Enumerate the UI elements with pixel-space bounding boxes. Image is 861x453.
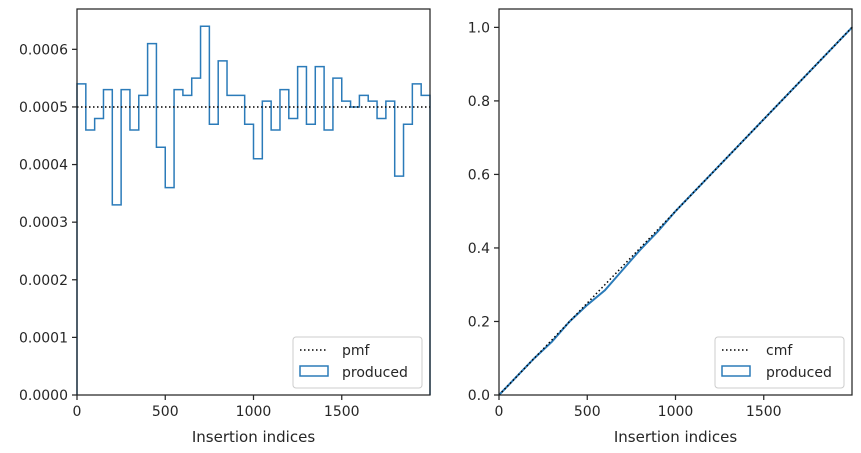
left-hist-bin <box>192 78 201 395</box>
right-cmf-point <box>586 304 589 306</box>
left-series-produced <box>76 25 431 395</box>
left-y-tick-label: 0.0004 <box>19 158 68 174</box>
left-hist-bin <box>86 130 95 395</box>
right-y-tick-label: 0.2 <box>468 314 490 330</box>
left-x-tick-label: 0 <box>73 404 82 420</box>
left-hist-bin <box>174 90 183 395</box>
left-x-tick-label: 1000 <box>236 404 272 420</box>
right-x-tick-label: 1500 <box>746 404 782 420</box>
right-y-tick-label: 0.8 <box>468 94 490 110</box>
right-cmf-point <box>533 357 536 360</box>
left-hist-bin <box>183 95 192 395</box>
right-legend-produced-swatch <box>721 365 751 377</box>
left-legend-pmf-label: pmf <box>342 343 371 359</box>
left-hist-bin <box>227 95 236 395</box>
right-cmf-point <box>815 63 818 65</box>
right-cmf-line <box>498 26 853 396</box>
left-legend-produced-label: produced <box>342 365 408 381</box>
left-hist-bin <box>130 130 139 395</box>
right-legend-produced-label: produced <box>766 365 832 381</box>
left-plot-area <box>76 25 431 395</box>
right-x-axis-label: Insertion indices <box>614 428 737 446</box>
left-y-tick-label: 0.0006 <box>19 42 68 58</box>
left-legend-produced-swatch <box>299 365 329 377</box>
left-y-tick-label: 0.0005 <box>19 100 68 116</box>
right-x-tick-label: 1000 <box>658 404 694 420</box>
left-y-tick-label: 0.0001 <box>19 330 68 346</box>
right-axes-frame <box>498 8 853 396</box>
right-y-tick-label: 0.0 <box>468 388 490 404</box>
right-cmf-point <box>621 269 624 271</box>
left-hist-bin <box>280 90 289 395</box>
left-hist-bin <box>103 90 112 395</box>
right-cmf-point <box>674 210 677 212</box>
left-axes-frame <box>76 8 431 396</box>
left-y-tick-label: 0.0003 <box>19 215 68 231</box>
right-cmf-point <box>762 118 765 121</box>
left-hist-bin <box>209 124 218 395</box>
left-hist-bin <box>148 44 157 395</box>
left-y-tick-label: 0.0002 <box>19 273 68 289</box>
left-hist-bin <box>77 84 86 395</box>
right-legend: cmf produced <box>714 336 845 389</box>
right-y-tick-label: 0.6 <box>468 167 490 183</box>
right-legend-cmf-label: cmf <box>766 343 793 359</box>
left-hist-bin <box>271 130 280 395</box>
right-y-tick-label: 1.0 <box>468 20 490 36</box>
right-cmf-point <box>551 340 553 343</box>
left-hist-bin <box>245 124 254 395</box>
left-x-tick-label: 1500 <box>324 404 360 420</box>
left-hist-bin <box>236 95 245 395</box>
left-hist-bin <box>156 147 165 395</box>
left-hist-bin <box>262 101 271 395</box>
right-cmf-point <box>639 248 641 251</box>
right-y-tick-label: 0.4 <box>468 241 490 257</box>
right-cmf-point <box>604 289 606 292</box>
left-hist-bin <box>254 159 263 395</box>
left-hist-bin <box>139 95 148 395</box>
left-ticks: 0 500 1000 1500 0.0000 0.0001 0.0002 0.0003 0.00… <box>19 42 360 420</box>
right-x-tick-label: 500 <box>574 404 601 420</box>
left-hist-bin <box>95 118 104 395</box>
right-chart: 0 500 1000 1500 0.0 0.2 0.4 0.6 0.8 1.0 Insertion… <box>468 8 853 446</box>
left-hist-bin <box>165 188 174 395</box>
left-hist-bin <box>201 26 210 395</box>
right-ticks: 0 500 1000 1500 0.0 0.2 0.4 0.6 0.8 1.0 <box>468 20 782 420</box>
left-hist-bin <box>121 90 130 395</box>
left-chart: 0 500 1000 1500 0.0000 0.0001 0.0002 0.0003 0.00… <box>19 8 431 446</box>
left-legend: pmf produced <box>292 336 423 389</box>
right-cmf-point <box>727 155 730 157</box>
left-x-axis-label: Insertion indices <box>192 428 315 446</box>
left-x-tick-label: 500 <box>152 404 179 420</box>
left-y-tick-label: 0.0000 <box>19 388 68 404</box>
left-hist-bin <box>218 61 227 395</box>
right-x-tick-label: 0 <box>495 404 504 420</box>
left-hist-bin <box>112 205 121 395</box>
